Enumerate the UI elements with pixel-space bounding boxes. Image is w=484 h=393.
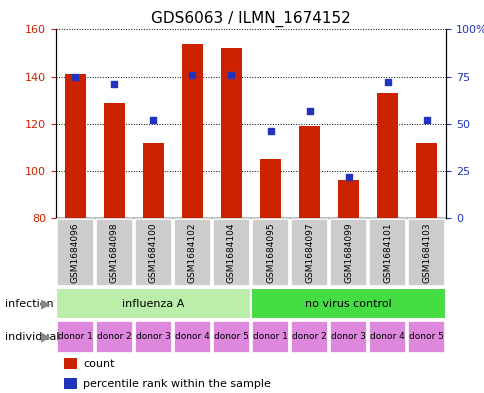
Point bbox=[383, 79, 391, 85]
Bar bbox=[220, 48, 242, 218]
Text: GSM1684101: GSM1684101 bbox=[382, 222, 392, 283]
FancyBboxPatch shape bbox=[57, 219, 94, 286]
Title: GDS6063 / ILMN_1674152: GDS6063 / ILMN_1674152 bbox=[151, 11, 350, 27]
Text: donor 3: donor 3 bbox=[331, 332, 365, 342]
Text: GSM1684099: GSM1684099 bbox=[343, 222, 352, 283]
Point bbox=[188, 72, 196, 78]
Bar bbox=[142, 143, 164, 218]
Text: no virus control: no virus control bbox=[304, 299, 391, 309]
Text: GSM1684100: GSM1684100 bbox=[149, 222, 158, 283]
Point bbox=[71, 73, 79, 80]
Text: GSM1684096: GSM1684096 bbox=[71, 222, 80, 283]
Point bbox=[149, 117, 157, 123]
Bar bbox=[259, 159, 281, 218]
FancyBboxPatch shape bbox=[56, 288, 251, 319]
Text: individual: individual bbox=[5, 332, 59, 342]
Text: donor 1: donor 1 bbox=[58, 332, 92, 342]
Bar bbox=[63, 358, 77, 369]
Point bbox=[305, 107, 313, 114]
Text: infection: infection bbox=[5, 299, 53, 309]
Text: GSM1684098: GSM1684098 bbox=[109, 222, 119, 283]
Text: ▶: ▶ bbox=[41, 297, 51, 310]
FancyBboxPatch shape bbox=[95, 219, 133, 286]
FancyBboxPatch shape bbox=[173, 321, 211, 353]
FancyBboxPatch shape bbox=[135, 219, 172, 286]
Text: influenza A: influenza A bbox=[122, 299, 184, 309]
Text: GSM1684102: GSM1684102 bbox=[187, 222, 197, 283]
Text: donor 1: donor 1 bbox=[253, 332, 287, 342]
Text: GSM1684095: GSM1684095 bbox=[265, 222, 274, 283]
Bar bbox=[298, 126, 319, 218]
FancyBboxPatch shape bbox=[368, 219, 406, 286]
Bar bbox=[63, 378, 77, 389]
Bar bbox=[64, 74, 86, 218]
FancyBboxPatch shape bbox=[290, 321, 328, 353]
Text: GSM1684104: GSM1684104 bbox=[227, 222, 236, 283]
FancyBboxPatch shape bbox=[173, 219, 211, 286]
Text: donor 5: donor 5 bbox=[213, 332, 248, 342]
Text: donor 4: donor 4 bbox=[175, 332, 210, 342]
Bar bbox=[182, 44, 203, 218]
FancyBboxPatch shape bbox=[290, 219, 328, 286]
Bar bbox=[376, 93, 397, 218]
Point bbox=[422, 117, 430, 123]
Text: donor 3: donor 3 bbox=[136, 332, 170, 342]
Text: GSM1684103: GSM1684103 bbox=[421, 222, 430, 283]
Text: GSM1684097: GSM1684097 bbox=[304, 222, 314, 283]
Point bbox=[344, 173, 352, 180]
FancyBboxPatch shape bbox=[407, 321, 444, 353]
Text: donor 2: donor 2 bbox=[291, 332, 326, 342]
FancyBboxPatch shape bbox=[251, 219, 288, 286]
FancyBboxPatch shape bbox=[251, 288, 445, 319]
FancyBboxPatch shape bbox=[407, 219, 444, 286]
Point bbox=[266, 128, 274, 134]
FancyBboxPatch shape bbox=[212, 219, 250, 286]
Text: percentile rank within the sample: percentile rank within the sample bbox=[83, 378, 271, 389]
Text: donor 2: donor 2 bbox=[97, 332, 132, 342]
FancyBboxPatch shape bbox=[368, 321, 406, 353]
FancyBboxPatch shape bbox=[212, 321, 250, 353]
Text: count: count bbox=[83, 359, 114, 369]
FancyBboxPatch shape bbox=[251, 321, 288, 353]
FancyBboxPatch shape bbox=[329, 219, 366, 286]
FancyBboxPatch shape bbox=[57, 321, 94, 353]
FancyBboxPatch shape bbox=[135, 321, 172, 353]
Text: donor 5: donor 5 bbox=[408, 332, 443, 342]
FancyBboxPatch shape bbox=[329, 321, 366, 353]
Point bbox=[227, 72, 235, 78]
Point bbox=[110, 81, 118, 87]
Bar bbox=[104, 103, 125, 218]
Bar bbox=[337, 180, 359, 218]
Text: donor 4: donor 4 bbox=[369, 332, 404, 342]
Text: ▶: ▶ bbox=[41, 331, 51, 343]
FancyBboxPatch shape bbox=[95, 321, 133, 353]
Bar bbox=[415, 143, 437, 218]
